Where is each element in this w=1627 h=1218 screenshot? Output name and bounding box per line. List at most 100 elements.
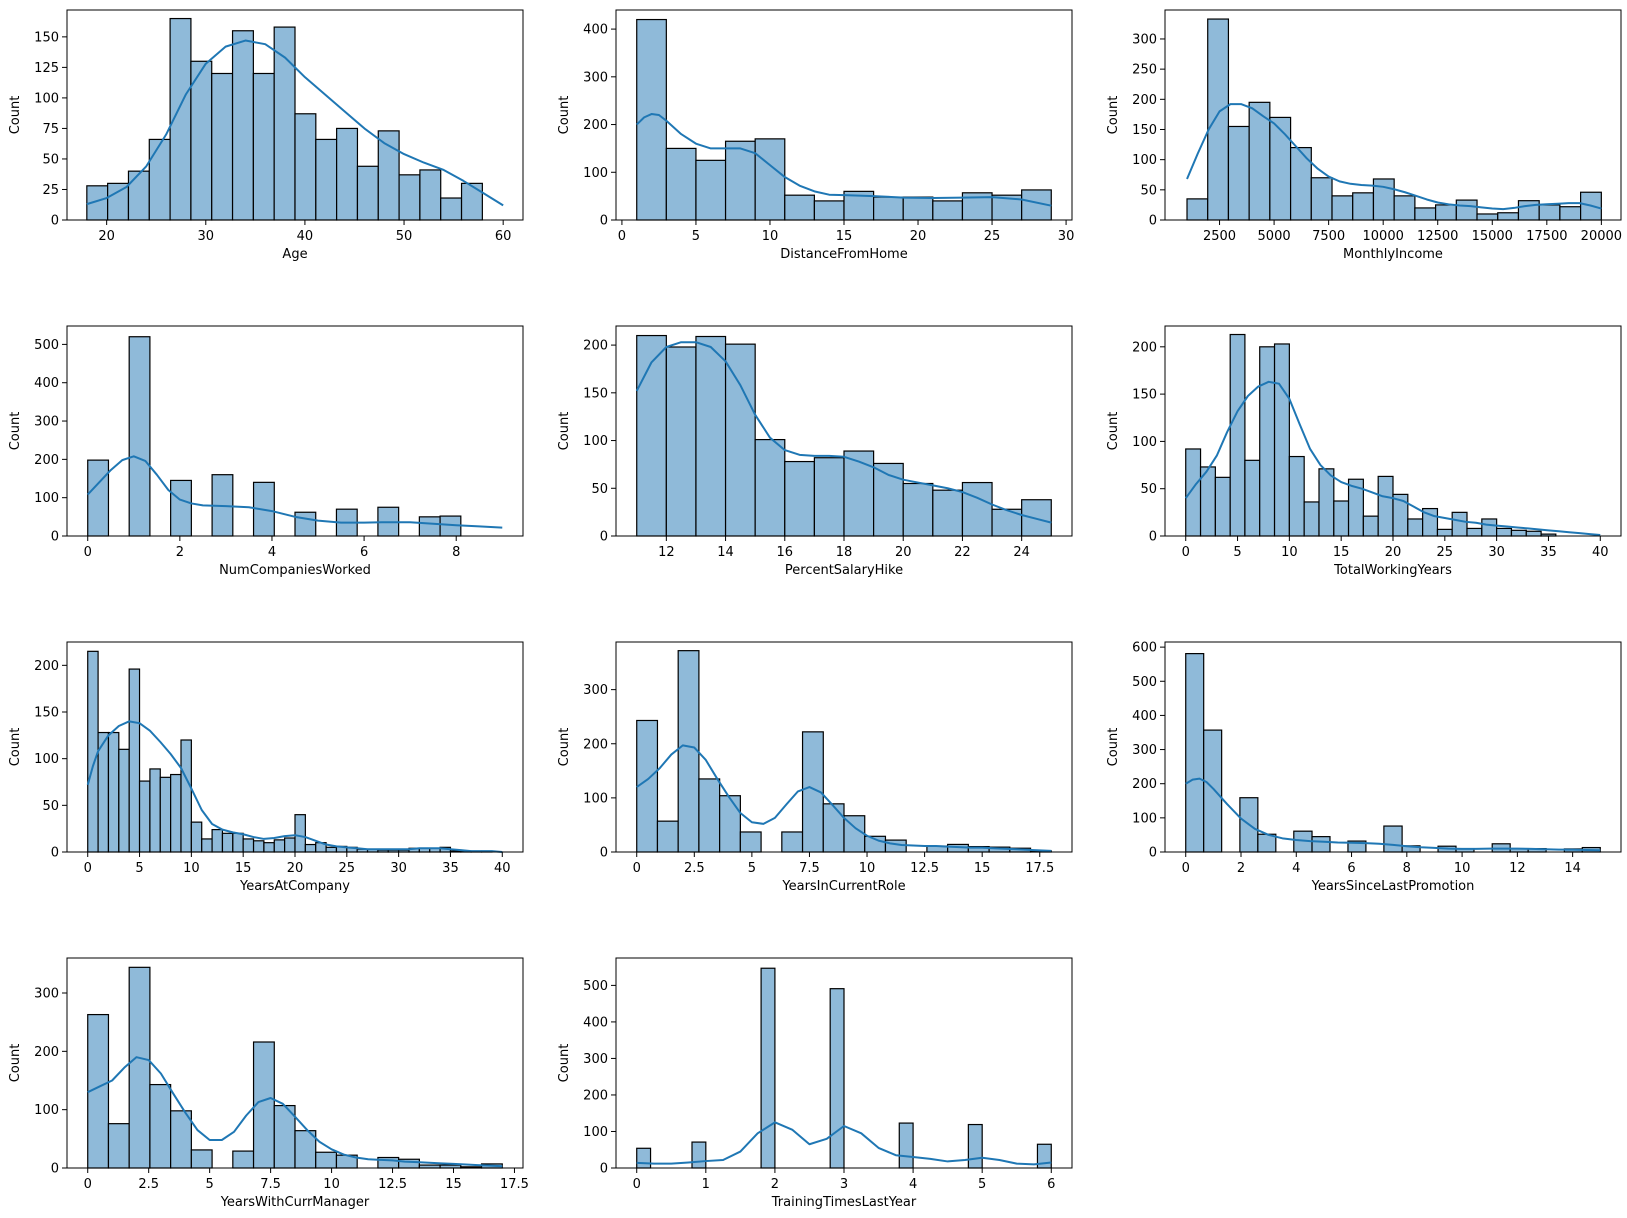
chart-NumCompaniesWorked: 0 2 4 6 8 0 100 200 300 400 500 NumCompaniesWorked C… (8, 325, 524, 578)
x-tick-label: 4 (268, 545, 276, 560)
histogram-bar (813, 200, 845, 221)
histogram-bar (294, 814, 306, 853)
y-tick-label: 200 (34, 1045, 59, 1060)
kde-line (635, 341, 1052, 524)
y-tick-label: 400 (583, 1015, 608, 1030)
x-axis-label: MonthlyIncome (1343, 247, 1443, 262)
histogram-bar (719, 795, 741, 853)
y-tick-label: 150 (1132, 123, 1157, 138)
x-tick-label: 12 (658, 545, 675, 560)
y-axis-label: Count (1106, 412, 1121, 451)
x-tick-label: 15 (445, 1177, 462, 1192)
histogram-bar (739, 831, 762, 853)
histogram-bar (170, 773, 182, 853)
x-tick-label: 40 (297, 229, 314, 244)
histogram-bar (1451, 511, 1468, 537)
histogram-bar (967, 1123, 983, 1169)
chart-MonthlyIncome: 2500 5000 7500 10000 12500 15000 17500 20000 0 50… (1106, 9, 1622, 262)
histogram-bar (724, 343, 756, 537)
x-axis-label: TrainingTimesLastYear (771, 1195, 917, 1210)
x-tick-label: 7500 (1312, 229, 1345, 244)
y-tick-label: 0 (600, 846, 608, 861)
x-tick-label: 8 (452, 545, 460, 560)
histogram-bar (724, 140, 756, 221)
histogram-bar (1510, 529, 1527, 537)
histogram-bar (1207, 18, 1230, 221)
y-tick-label: 50 (591, 482, 608, 497)
x-tick-label: 10 (183, 861, 200, 876)
x-tick-label: 0 (633, 861, 641, 876)
y-axis-label: Count (557, 1044, 572, 1083)
y-tick-label: 50 (1140, 183, 1157, 198)
x-tick-label: 12500 (1417, 229, 1458, 244)
histogram-bar (284, 837, 296, 853)
y-tick-label: 200 (1132, 93, 1157, 108)
histogram-bar (1466, 527, 1483, 537)
y-tick-label: 100 (583, 166, 608, 181)
x-tick-label: 30 (1488, 545, 1505, 560)
histogram-bar (1377, 475, 1394, 537)
histogram-bar (190, 60, 213, 221)
chart-TrainingTimesLastYear: 0 1 2 3 4 5 6 0 100 200 300 400 500 TrainingTimesLast… (557, 957, 1073, 1210)
y-tick-label: 500 (583, 979, 608, 994)
histogram-bar (107, 1123, 130, 1169)
histogram-bar (1273, 343, 1290, 537)
histogram-bar (1186, 198, 1209, 221)
histogram-bar (460, 182, 483, 221)
histogram-bar (829, 988, 845, 1169)
y-tick-label: 300 (583, 70, 608, 85)
kde-line (636, 744, 1052, 852)
x-axis-label: PercentSalaryHike (785, 563, 903, 578)
y-tick-label: 200 (583, 118, 608, 133)
x-tick-label: 6 (1347, 861, 1355, 876)
chart-YearsInCurrentRole: 0 2.5 5 7.5 10 12.5 15 17.5 0 100 200 300 YearsInCur… (557, 641, 1073, 894)
histogram-bar (190, 821, 203, 853)
y-tick-label: 500 (34, 338, 59, 353)
histogram-bar (1393, 195, 1416, 221)
y-tick-label: 100 (34, 1103, 59, 1118)
y-tick-label: 100 (34, 91, 59, 106)
y-tick-label: 150 (34, 30, 59, 45)
x-tick-label: 25 (339, 861, 356, 876)
x-tick-label: 4 (909, 1177, 917, 1192)
y-tick-label: 0 (1149, 530, 1157, 545)
x-tick-label: 2.5 (684, 861, 705, 876)
y-tick-label: 200 (34, 659, 59, 674)
x-tick-label: 16 (777, 545, 794, 560)
y-tick-label: 300 (583, 683, 608, 698)
histogram-bar (294, 113, 317, 221)
histogram-bar (1414, 207, 1437, 221)
histogram-bar (128, 668, 141, 853)
y-tick-label: 400 (1132, 709, 1157, 724)
kde-line (87, 455, 503, 529)
histogram-bar (149, 1083, 172, 1169)
x-tick-label: 18 (836, 545, 853, 560)
x-tick-label: 20 (1385, 545, 1402, 560)
histogram-bar (665, 346, 697, 537)
x-tick-label: 17.5 (500, 1177, 529, 1192)
x-tick-label: 10 (1281, 545, 1298, 560)
x-tick-label: 14 (1564, 861, 1581, 876)
y-tick-label: 400 (34, 376, 59, 391)
y-tick-label: 300 (1132, 743, 1157, 758)
x-tick-label: 2 (1237, 861, 1245, 876)
y-axis-label: Count (8, 412, 23, 451)
y-tick-label: 200 (1132, 340, 1157, 355)
x-tick-label: 24 (1013, 545, 1030, 560)
y-tick-label: 0 (51, 846, 59, 861)
y-tick-label: 0 (600, 214, 608, 229)
x-tick-label: 20 (98, 229, 115, 244)
histogram-bar (315, 138, 338, 221)
axes-frame (66, 325, 524, 537)
histogram-bar (87, 459, 110, 537)
x-tick-label: 15 (1333, 545, 1350, 560)
y-tick-label: 100 (583, 1125, 608, 1140)
histogram-bar (325, 846, 338, 853)
histogram-bar (1214, 476, 1231, 537)
histogram-bar (656, 820, 679, 853)
histogram-bar (1538, 204, 1561, 221)
axes-frame (615, 641, 1073, 853)
y-axis-label: Count (1106, 728, 1121, 767)
x-tick-label: 60 (495, 229, 512, 244)
histogram-bar (961, 481, 993, 537)
